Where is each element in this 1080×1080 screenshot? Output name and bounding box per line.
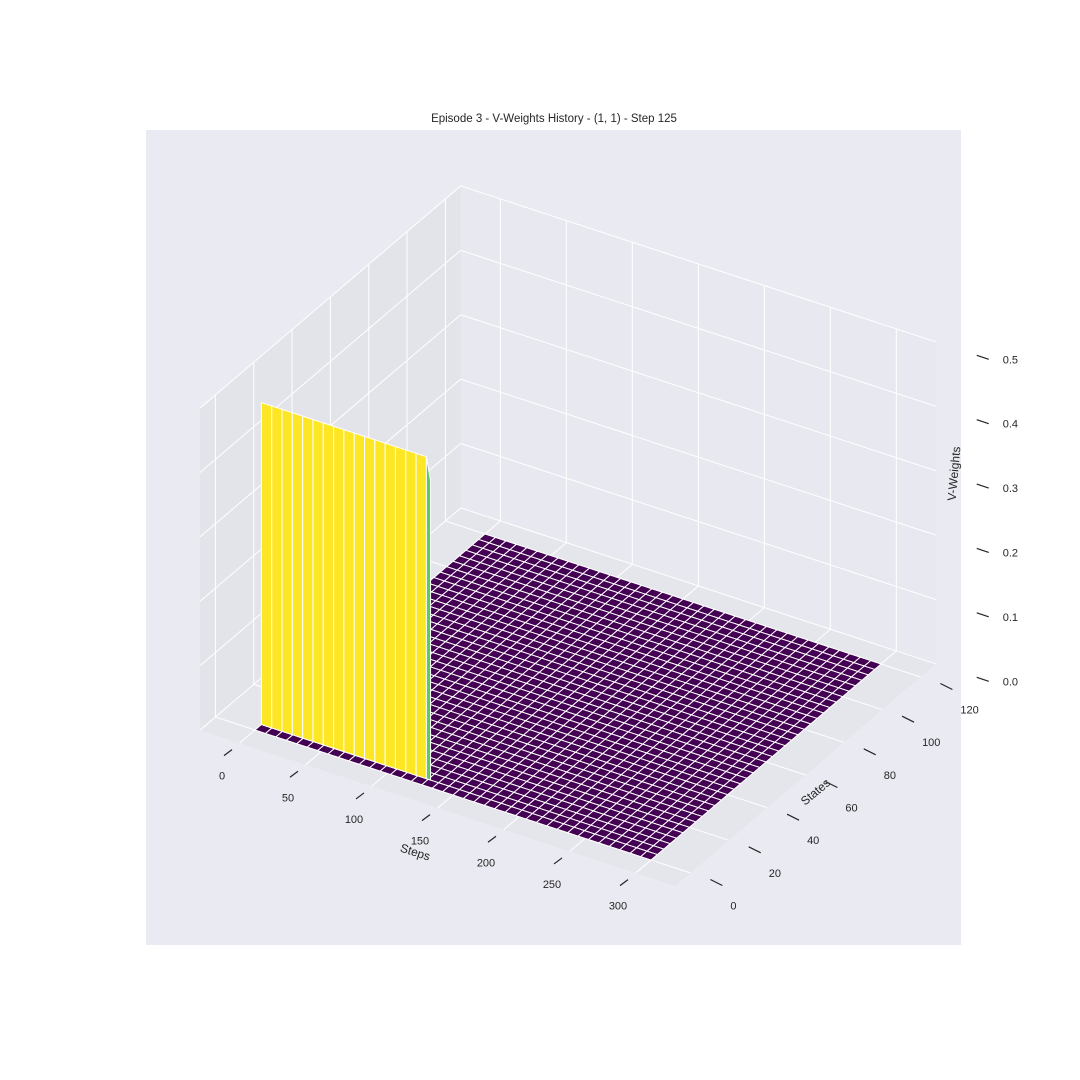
z-tick-mark — [976, 483, 989, 489]
z-tick-mark — [976, 419, 989, 425]
surface-wall-cell — [271, 405, 283, 733]
surface-wall-cell — [384, 442, 396, 770]
surface-wall-cell — [353, 432, 366, 760]
y-tick-label: 60 — [845, 803, 857, 815]
surface-wall-cell — [374, 439, 386, 766]
grid-line-z — [199, 249, 462, 473]
y-tick-mark — [710, 878, 723, 887]
surface-wall-cell — [322, 422, 335, 749]
grid-line-z — [460, 185, 937, 343]
z-tick-mark — [976, 612, 989, 618]
z-axis-label: V-Weights — [945, 446, 964, 501]
surface-wall-cell — [260, 401, 273, 729]
y-tick-mark — [748, 846, 762, 854]
z-tick-label: 0.2 — [1003, 547, 1018, 559]
surface-edge-cell — [425, 456, 432, 781]
grid-line-z — [460, 378, 937, 536]
y-tick-mark — [825, 780, 838, 789]
y-tick-label: 20 — [769, 868, 781, 880]
surface-wall-cell — [302, 415, 314, 743]
chart-title: Episode 3 - V-Weights History - (1, 1) -… — [431, 113, 677, 125]
z-tick-label: 0.4 — [1003, 419, 1018, 431]
surface-wall-cell — [415, 452, 427, 780]
x-tick-label: 200 — [477, 857, 495, 869]
x-tick-mark — [355, 792, 365, 800]
x-tick-label: 150 — [411, 836, 429, 848]
x-tick-mark — [421, 814, 431, 822]
x-tick-label: 0 — [219, 771, 225, 783]
y-tick-mark — [786, 813, 800, 821]
grid-line-z — [199, 185, 462, 409]
x-tick-mark — [487, 835, 497, 843]
y-tick-label: 80 — [884, 770, 896, 782]
x-tick-mark — [553, 857, 563, 865]
y-axis-ticks: 0 20 40 60 80 100 120 — [710, 682, 979, 913]
surface-wall-cell — [364, 435, 376, 763]
x-tick-mark — [289, 770, 299, 778]
x-tick-label: 100 — [345, 814, 363, 826]
z-tick-label: 0.0 — [1003, 676, 1018, 688]
z-tick-label: 0.3 — [1003, 483, 1018, 495]
y-tick-mark — [863, 748, 877, 756]
x-axis-ticks: 0 50 100 150 200 250 300 — [219, 749, 629, 913]
surface-wall-cell — [281, 408, 293, 736]
surface-wall-cell — [333, 425, 345, 753]
y-tick-mark — [901, 715, 915, 723]
x-tick-label: 50 — [282, 792, 294, 804]
y-tick-label: 100 — [922, 737, 940, 749]
surface-wall-cell — [394, 445, 407, 773]
z-tick-label: 0.5 — [1003, 354, 1018, 366]
z-tick-label: 0.1 — [1003, 612, 1018, 624]
x-tick-mark — [223, 749, 233, 757]
surface-wall-cell — [405, 449, 417, 777]
grid-line-z — [460, 443, 937, 601]
surface-wall-cell — [312, 418, 324, 746]
y-tick-mark — [940, 682, 953, 691]
grid-line-z — [460, 507, 937, 665]
y-tick-label: 0 — [730, 901, 736, 913]
x-tick-label: 300 — [609, 901, 627, 913]
y-tick-label: 120 — [960, 705, 978, 717]
grid-line-z — [460, 249, 937, 407]
surface-wall-cell — [343, 428, 355, 756]
z-tick-mark — [976, 676, 989, 682]
surface-wall-cell — [291, 412, 304, 739]
surface-mesh — [253, 401, 883, 861]
y-tick-label: 40 — [807, 835, 819, 847]
z-tick-mark — [976, 354, 989, 360]
grid-line-z — [460, 314, 937, 472]
z-tick-mark — [976, 547, 989, 554]
x-tick-label: 250 — [543, 879, 561, 891]
z-axis-ticks: 0.0 0.1 0.2 0.3 0.4 0.5 — [976, 354, 1018, 688]
x-tick-mark — [619, 879, 629, 887]
